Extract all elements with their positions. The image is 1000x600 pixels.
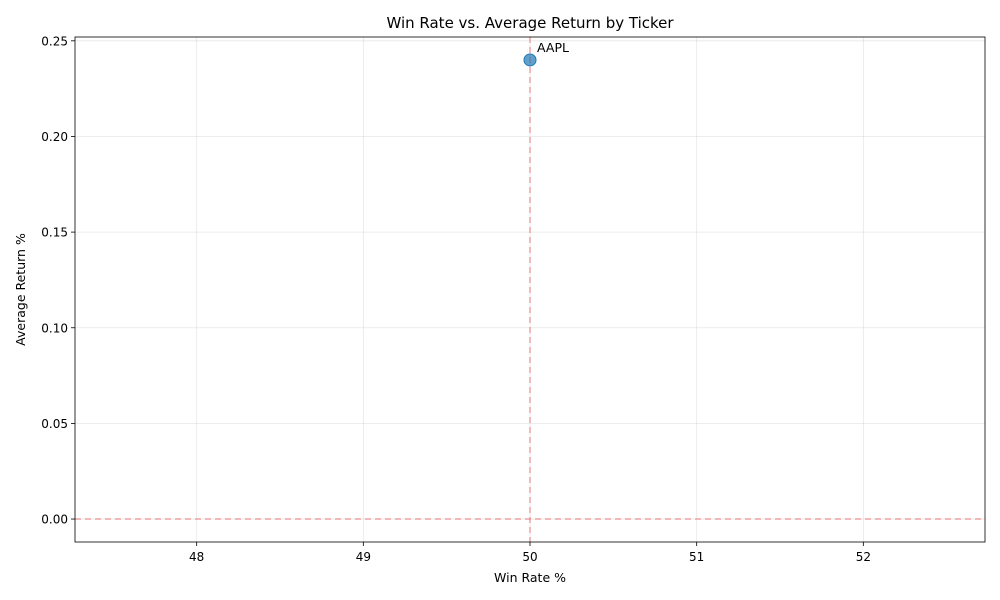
plot-frame bbox=[74, 36, 986, 543]
y-tick-label: 0.15 bbox=[41, 226, 68, 240]
x-tick-label: 50 bbox=[522, 550, 537, 564]
data-point bbox=[523, 53, 537, 67]
reference-lines bbox=[75, 37, 985, 542]
point-label: AAPL bbox=[537, 40, 569, 55]
y-tick-label: 0.25 bbox=[41, 34, 68, 48]
y-tick-label: 0.10 bbox=[41, 321, 68, 335]
x-tick-label: 48 bbox=[189, 550, 204, 564]
y-tick-label: 0.05 bbox=[41, 417, 68, 431]
x-tick-label: 52 bbox=[856, 550, 871, 564]
x-tick-label: 51 bbox=[689, 550, 704, 564]
x-tick-label: 49 bbox=[356, 550, 371, 564]
y-tick-label: 0.20 bbox=[41, 130, 68, 144]
data-points: AAPL bbox=[523, 40, 569, 67]
y-axis-label: Average Return % bbox=[13, 233, 28, 346]
chart-title: Win Rate vs. Average Return by Ticker bbox=[386, 14, 674, 32]
y-tick-label: 0.00 bbox=[41, 513, 68, 527]
x-axis-label: Win Rate % bbox=[494, 570, 566, 585]
axis-ticks: 48 49 50 51 52 0.00 0.05 0.10 0.15 0.20 0.25 bbox=[41, 34, 871, 564]
